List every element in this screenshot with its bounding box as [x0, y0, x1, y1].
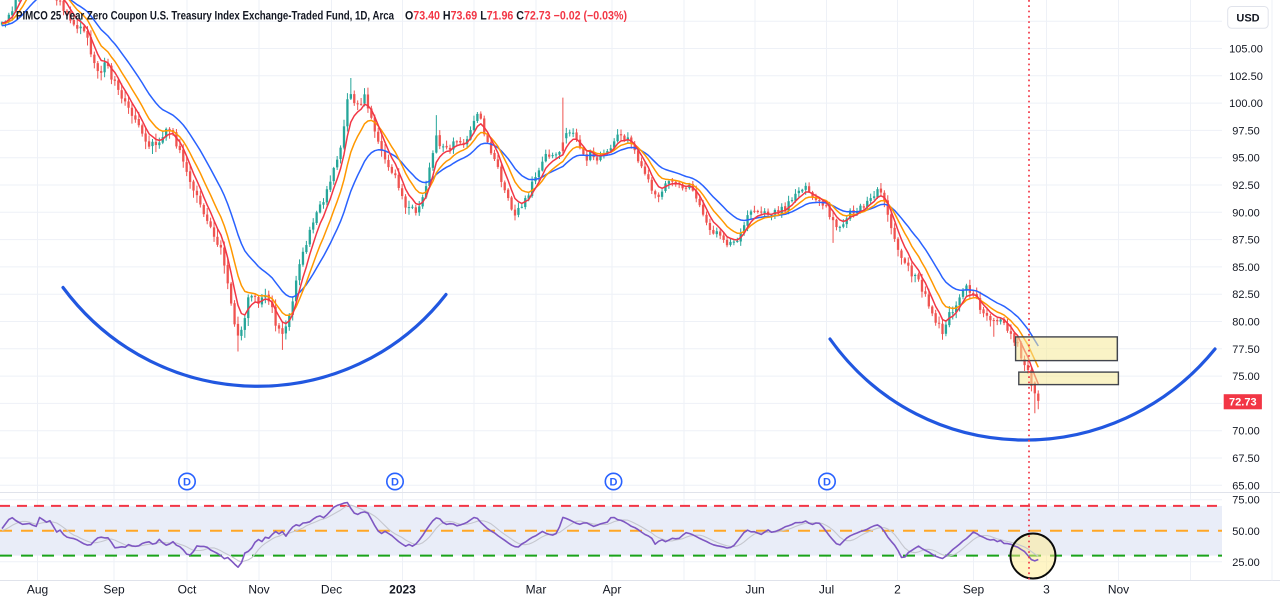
svg-text:92.50: 92.50 [1232, 180, 1260, 192]
svg-text:95.00: 95.00 [1232, 153, 1260, 165]
svg-text:100.00: 100.00 [1229, 98, 1263, 110]
svg-text:70.00: 70.00 [1232, 426, 1260, 438]
svg-text:Jul: Jul [819, 583, 834, 597]
svg-text:3: 3 [1043, 583, 1050, 597]
svg-text:PIMCO 25 Year Zero Coupon U.S.: PIMCO 25 Year Zero Coupon U.S. Treasury … [16, 9, 394, 23]
svg-text:50.00: 50.00 [1232, 526, 1260, 538]
svg-text:Sep: Sep [963, 583, 985, 597]
svg-text:Nov: Nov [248, 583, 269, 597]
svg-text:75.00: 75.00 [1232, 495, 1260, 507]
svg-text:D: D [183, 476, 191, 488]
svg-text:67.50: 67.50 [1232, 453, 1260, 465]
svg-text:77.50: 77.50 [1232, 344, 1260, 356]
svg-text:75.00: 75.00 [1232, 371, 1260, 383]
svg-text:80.00: 80.00 [1232, 317, 1260, 329]
svg-text:87.50: 87.50 [1232, 235, 1260, 247]
svg-text:Oct: Oct [178, 583, 197, 597]
svg-text:102.50: 102.50 [1229, 71, 1263, 83]
svg-text:Aug: Aug [27, 583, 48, 597]
svg-text:O73.40 H73.69 L71.96 C72.73 −0: O73.40 H73.69 L71.96 C72.73 −0.02 (−0.03… [405, 9, 627, 23]
svg-text:D: D [391, 476, 399, 488]
svg-text:2: 2 [894, 583, 901, 597]
svg-text:90.00: 90.00 [1232, 207, 1260, 219]
svg-text:85.00: 85.00 [1232, 262, 1260, 274]
svg-text:82.50: 82.50 [1232, 289, 1260, 301]
svg-text:D: D [610, 476, 618, 488]
svg-text:97.50: 97.50 [1232, 125, 1260, 137]
svg-text:D: D [823, 476, 831, 488]
svg-text:Nov: Nov [1108, 583, 1129, 597]
svg-text:USD: USD [1236, 13, 1259, 25]
svg-text:Apr: Apr [603, 583, 622, 597]
svg-text:2023: 2023 [389, 583, 416, 597]
svg-text:25.00: 25.00 [1232, 557, 1260, 569]
svg-text:65.00: 65.00 [1232, 480, 1260, 492]
svg-text:Mar: Mar [526, 583, 547, 597]
svg-text:Sep: Sep [103, 583, 125, 597]
svg-text:105.00: 105.00 [1229, 44, 1263, 56]
svg-text:72.73: 72.73 [1229, 397, 1257, 409]
svg-text:Dec: Dec [321, 583, 342, 597]
svg-text:Jun: Jun [745, 583, 764, 597]
